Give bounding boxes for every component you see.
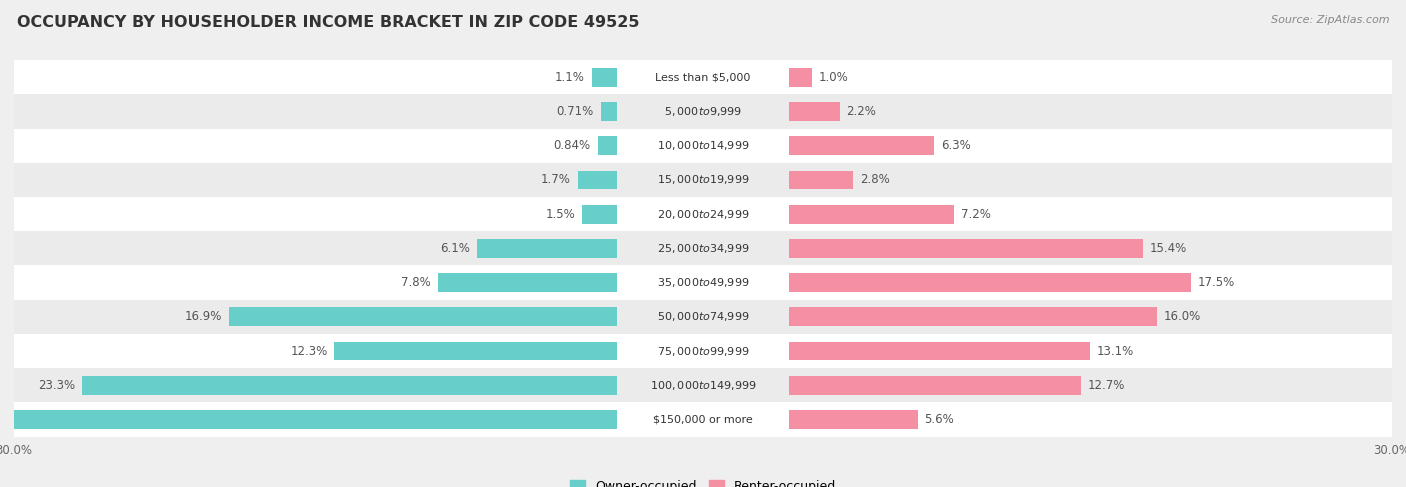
Bar <box>789 102 839 121</box>
Text: 5.6%: 5.6% <box>925 413 955 426</box>
Bar <box>14 231 1392 265</box>
Text: 7.2%: 7.2% <box>962 207 991 221</box>
Bar <box>600 102 617 121</box>
Text: $50,000 to $74,999: $50,000 to $74,999 <box>657 310 749 323</box>
Text: Source: ZipAtlas.com: Source: ZipAtlas.com <box>1271 15 1389 25</box>
Bar <box>578 170 617 189</box>
Legend: Owner-occupied, Renter-occupied: Owner-occupied, Renter-occupied <box>569 480 837 487</box>
Text: 12.7%: 12.7% <box>1088 379 1125 392</box>
Text: $150,000 or more: $150,000 or more <box>654 414 752 425</box>
Bar <box>0 410 617 429</box>
Bar <box>14 197 1392 231</box>
Text: $5,000 to $9,999: $5,000 to $9,999 <box>664 105 742 118</box>
Bar <box>14 94 1392 129</box>
Text: 6.3%: 6.3% <box>941 139 970 152</box>
Bar <box>789 307 1157 326</box>
Bar <box>14 163 1392 197</box>
Bar <box>229 307 617 326</box>
Text: $15,000 to $19,999: $15,000 to $19,999 <box>657 173 749 187</box>
Text: 6.1%: 6.1% <box>440 242 470 255</box>
Text: $35,000 to $49,999: $35,000 to $49,999 <box>657 276 749 289</box>
Text: 16.0%: 16.0% <box>1163 310 1201 323</box>
Text: 7.8%: 7.8% <box>401 276 430 289</box>
Bar <box>592 68 617 87</box>
Text: 23.3%: 23.3% <box>38 379 75 392</box>
Bar <box>789 170 853 189</box>
Bar <box>789 239 1143 258</box>
Bar <box>14 402 1392 436</box>
Text: 2.2%: 2.2% <box>846 105 876 118</box>
Bar <box>789 410 918 429</box>
Bar <box>14 334 1392 368</box>
Text: OCCUPANCY BY HOUSEHOLDER INCOME BRACKET IN ZIP CODE 49525: OCCUPANCY BY HOUSEHOLDER INCOME BRACKET … <box>17 15 640 30</box>
Text: 1.5%: 1.5% <box>546 207 575 221</box>
Text: 1.0%: 1.0% <box>818 71 849 84</box>
Text: 12.3%: 12.3% <box>290 344 328 357</box>
Bar <box>14 265 1392 300</box>
Bar <box>789 273 1191 292</box>
Bar <box>789 68 813 87</box>
Bar <box>789 376 1081 394</box>
Bar <box>14 60 1392 94</box>
Text: $100,000 to $149,999: $100,000 to $149,999 <box>650 379 756 392</box>
Text: $10,000 to $14,999: $10,000 to $14,999 <box>657 139 749 152</box>
Bar <box>14 368 1392 402</box>
Text: 16.9%: 16.9% <box>184 310 222 323</box>
Text: 1.7%: 1.7% <box>541 173 571 187</box>
Text: 17.5%: 17.5% <box>1198 276 1234 289</box>
Bar <box>789 136 934 155</box>
Text: $20,000 to $24,999: $20,000 to $24,999 <box>657 207 749 221</box>
Bar <box>14 300 1392 334</box>
Bar <box>598 136 617 155</box>
Text: $25,000 to $34,999: $25,000 to $34,999 <box>657 242 749 255</box>
Bar <box>437 273 617 292</box>
Bar <box>335 341 617 360</box>
Text: 0.71%: 0.71% <box>557 105 593 118</box>
Bar <box>14 129 1392 163</box>
Bar <box>582 205 617 224</box>
Text: $75,000 to $99,999: $75,000 to $99,999 <box>657 344 749 357</box>
Bar <box>789 341 1090 360</box>
Bar <box>82 376 617 394</box>
Bar <box>477 239 617 258</box>
Text: 13.1%: 13.1% <box>1097 344 1135 357</box>
Text: Less than $5,000: Less than $5,000 <box>655 72 751 82</box>
Text: 2.8%: 2.8% <box>860 173 890 187</box>
Bar <box>789 205 955 224</box>
Text: 15.4%: 15.4% <box>1150 242 1187 255</box>
Text: 0.84%: 0.84% <box>554 139 591 152</box>
Text: 1.1%: 1.1% <box>555 71 585 84</box>
